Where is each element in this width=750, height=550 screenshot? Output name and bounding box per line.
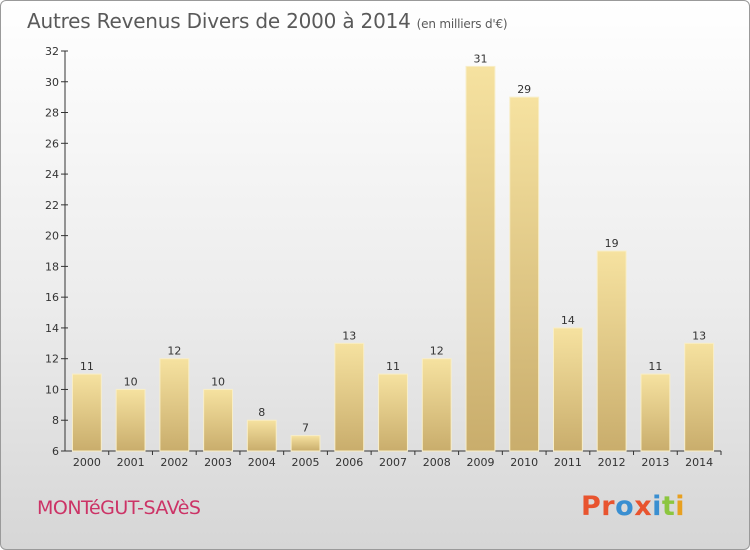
y-tick-label: 10: [45, 383, 59, 396]
data-label: 29: [517, 83, 531, 96]
data-label: 31: [473, 52, 487, 65]
data-label: 11: [386, 360, 400, 373]
bar: [465, 65, 496, 452]
x-tick-label: 2009: [466, 456, 494, 469]
proxiti-logo: Proxiti: [581, 491, 685, 522]
logo-letter: i: [675, 491, 686, 522]
bar: [553, 327, 583, 452]
data-label: 11: [80, 360, 94, 373]
data-label: 12: [430, 345, 444, 358]
chart-subtitle: (en milliers d'€): [416, 17, 508, 31]
bar: [596, 250, 627, 452]
bar: [509, 96, 540, 452]
data-label: 11: [648, 360, 662, 373]
logo-letter: t: [661, 491, 676, 522]
bar: [115, 388, 146, 452]
bar: [684, 342, 715, 452]
data-label: 13: [342, 329, 356, 342]
y-tick-label: 26: [45, 137, 59, 150]
bar: [203, 388, 233, 452]
data-label: 10: [211, 375, 225, 388]
city-name: MONTéGUT-SAVèS: [37, 497, 201, 519]
logo-letter: o: [615, 491, 635, 522]
x-tick-label: 2002: [160, 456, 188, 469]
y-tick-label: 12: [45, 353, 59, 366]
x-tick-label: 2012: [598, 456, 626, 469]
logo-letter: i: [652, 491, 662, 522]
x-tick-label: 2014: [685, 456, 713, 469]
y-tick-label: 14: [45, 322, 59, 335]
y-tick-label: 24: [45, 168, 59, 181]
x-tick-label: 2003: [204, 456, 232, 469]
x-tick-label: 2001: [117, 456, 145, 469]
y-tick-label: 22: [45, 199, 59, 212]
x-tick-label: 2004: [248, 456, 276, 469]
data-label: 8: [258, 406, 265, 419]
y-tick-label: 20: [45, 230, 59, 243]
bar: [159, 358, 190, 452]
bar: [246, 419, 277, 452]
chart-title-text: Autres Revenus Divers de 2000 à 2014: [27, 9, 411, 33]
x-tick-label: 2006: [335, 456, 363, 469]
data-label: 12: [167, 345, 181, 358]
x-tick-label: 2007: [379, 456, 407, 469]
bar: [71, 373, 102, 452]
logo-letter: P: [581, 491, 602, 522]
x-tick-label: 2000: [73, 456, 101, 469]
x-tick-label: 2011: [554, 456, 582, 469]
x-tick-label: 2008: [423, 456, 451, 469]
x-tick-label: 2005: [292, 456, 320, 469]
bar: [334, 342, 365, 452]
bar: [421, 358, 452, 452]
bar: [378, 373, 408, 452]
data-label: 14: [561, 314, 575, 327]
data-label: 13: [692, 329, 706, 342]
data-label: 19: [605, 237, 619, 250]
bar: [290, 435, 321, 452]
logo-letter: x: [634, 491, 653, 522]
y-tick-label: 18: [45, 260, 59, 273]
y-tick-label: 6: [52, 445, 59, 458]
y-tick-label: 16: [45, 291, 59, 304]
chart-title: Autres Revenus Divers de 2000 à 2014 (en …: [27, 9, 508, 33]
data-label: 7: [302, 422, 309, 435]
x-tick-label: 2013: [641, 456, 669, 469]
y-tick-label: 28: [45, 107, 59, 120]
y-tick-label: 30: [45, 76, 59, 89]
data-label: 10: [124, 375, 138, 388]
y-tick-label: 32: [45, 45, 59, 58]
y-tick-label: 8: [52, 414, 59, 427]
x-tick-label: 2010: [510, 456, 538, 469]
logo-letter: r: [601, 491, 616, 522]
bar: [640, 373, 671, 452]
